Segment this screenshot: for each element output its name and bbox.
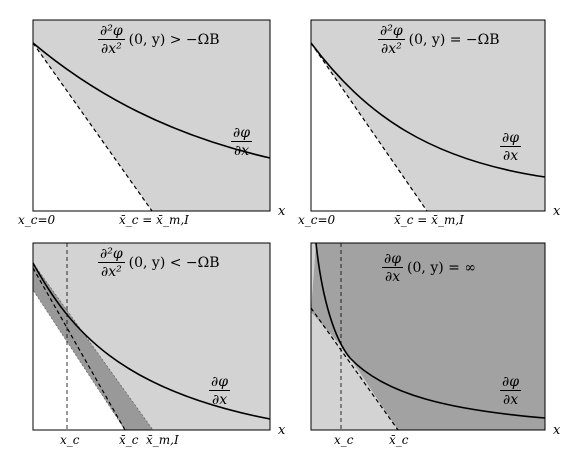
curve-label-top-right: ∂φ ∂x — [498, 131, 523, 163]
equation-top-right: ∂²φ ∂x² (0, y) = −ΩB — [376, 24, 500, 56]
tick-label-xc: x_c=0 — [18, 213, 56, 227]
tick-label-xbar: x̄_c = x̄_m,I — [394, 213, 464, 227]
dashed-boundary-line — [310, 307, 399, 431]
eq-denominator: ∂x² — [100, 41, 122, 57]
curve-denominator: ∂x — [211, 392, 228, 408]
derivative-curve — [32, 262, 271, 420]
equation-top-left: ∂²φ ∂x² (0, y) > −ΩB — [96, 24, 220, 56]
shaded-region — [311, 20, 545, 211]
white-cutout — [311, 243, 316, 312]
tick-label-xbar-m: x̄_m,I — [146, 433, 179, 447]
shaded-region — [33, 20, 270, 211]
derivative-curve — [310, 42, 546, 178]
shaded-region-top — [33, 20, 270, 43]
panel-bottom-left — [32, 242, 271, 431]
tick-label-xbar: x̄_c — [389, 433, 409, 447]
curve-denominator: ∂x — [502, 392, 519, 408]
curve-numerator: ∂φ — [231, 125, 253, 142]
dashed-boundary-line — [310, 42, 428, 212]
tick-label-xbar: x̄_c — [119, 433, 139, 447]
tick-label-xc: x_c — [60, 433, 80, 447]
eq-denominator: ∂x² — [380, 41, 402, 57]
eq-rest: (0, y) = −ΩB — [408, 32, 500, 48]
curve-label-bottom-left: ∂φ ∂x — [207, 375, 232, 407]
dashed-boundary-line — [32, 42, 153, 212]
tick-label-xc: x_c — [334, 433, 354, 447]
curve-denominator: ∂x — [233, 143, 250, 159]
equation-bottom-right: ∂φ ∂x (0, y) = ∞ — [380, 252, 476, 284]
curve-numerator: ∂φ — [500, 374, 522, 391]
eq-numerator: ∂²φ — [98, 246, 125, 263]
axis-label-x: x — [278, 423, 286, 438]
eq-denominator: ∂x — [384, 269, 401, 285]
panel-frame — [310, 242, 546, 431]
derivative-curve — [315, 242, 546, 419]
eq-numerator: ∂²φ — [98, 23, 125, 40]
eq-denominator: ∂x² — [100, 264, 122, 280]
curve-label-bottom-right: ∂φ ∂x — [498, 375, 523, 407]
eq-rest: (0, y) = ∞ — [407, 260, 476, 276]
curve-numerator: ∂φ — [500, 130, 522, 147]
panel-bottom-right — [310, 242, 546, 431]
eq-numerator: ∂²φ — [378, 23, 405, 40]
eq-rest: (0, y) < −ΩB — [128, 255, 220, 271]
axis-label-x: x — [278, 204, 286, 219]
dark-shaded-region — [311, 243, 545, 430]
tick-label-xbar: x̄_c = x̄_m,I — [119, 213, 189, 227]
panel-top-left — [32, 19, 271, 212]
dashed-boundary-line — [32, 267, 126, 431]
tick-label-xc: x_c=0 — [298, 213, 336, 227]
axis-label-x: x — [553, 204, 561, 219]
panel-top-right — [310, 19, 546, 212]
equation-bottom-left: ∂²φ ∂x² (0, y) < −ΩB — [96, 247, 220, 279]
curve-label-top-left: ∂φ ∂x — [229, 126, 254, 158]
eq-numerator: ∂φ — [382, 251, 404, 268]
panel-frame — [32, 242, 271, 431]
axis-label-x: x — [553, 423, 561, 438]
curve-numerator: ∂φ — [209, 374, 231, 391]
panel-frame — [310, 19, 546, 212]
derivative-curve — [32, 42, 271, 159]
shaded-region — [33, 243, 270, 430]
curve-denominator: ∂x — [502, 148, 519, 164]
eq-rest: (0, y) > −ΩB — [128, 32, 220, 48]
